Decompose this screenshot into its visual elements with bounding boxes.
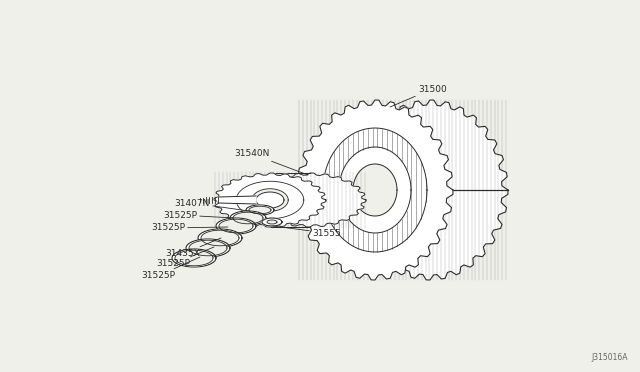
Polygon shape: [236, 181, 304, 219]
Text: 31525P: 31525P: [151, 224, 228, 232]
Polygon shape: [246, 205, 274, 215]
Text: 31525P: 31525P: [163, 211, 234, 219]
Polygon shape: [353, 164, 397, 216]
Polygon shape: [230, 211, 266, 225]
Polygon shape: [172, 249, 216, 267]
Polygon shape: [252, 189, 288, 211]
Polygon shape: [339, 147, 411, 233]
Polygon shape: [297, 100, 453, 280]
Polygon shape: [262, 218, 282, 226]
Text: 31540N: 31540N: [235, 150, 308, 175]
Polygon shape: [219, 219, 253, 233]
Polygon shape: [254, 173, 366, 227]
Text: 31407N: 31407N: [175, 199, 249, 211]
Text: 31435X: 31435X: [165, 238, 221, 259]
Polygon shape: [249, 206, 271, 214]
Text: 31525P: 31525P: [156, 247, 214, 269]
Polygon shape: [267, 220, 277, 224]
Polygon shape: [198, 229, 242, 247]
Polygon shape: [201, 230, 239, 246]
Polygon shape: [216, 218, 256, 234]
Polygon shape: [218, 196, 256, 204]
Polygon shape: [175, 250, 213, 266]
Polygon shape: [352, 100, 508, 280]
Text: 31500: 31500: [390, 84, 447, 107]
Text: 31525P: 31525P: [141, 257, 200, 280]
Polygon shape: [186, 239, 230, 257]
Polygon shape: [233, 212, 263, 224]
Polygon shape: [189, 240, 227, 256]
Polygon shape: [323, 128, 427, 252]
Polygon shape: [256, 192, 284, 208]
Text: J315016A: J315016A: [591, 353, 628, 362]
Polygon shape: [214, 173, 326, 227]
Text: 31555: 31555: [273, 226, 340, 237]
